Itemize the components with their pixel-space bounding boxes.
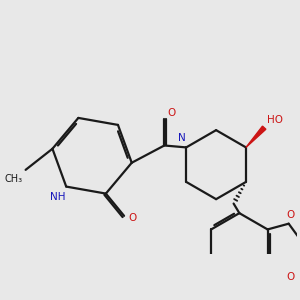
Text: CH₃: CH₃	[4, 174, 22, 184]
Text: O: O	[286, 272, 294, 282]
Text: O: O	[128, 213, 136, 223]
Polygon shape	[246, 126, 266, 147]
Text: NH: NH	[50, 192, 65, 202]
Text: N: N	[178, 133, 185, 143]
Text: O: O	[286, 210, 294, 220]
Text: O: O	[167, 108, 175, 118]
Text: HO: HO	[267, 115, 283, 124]
